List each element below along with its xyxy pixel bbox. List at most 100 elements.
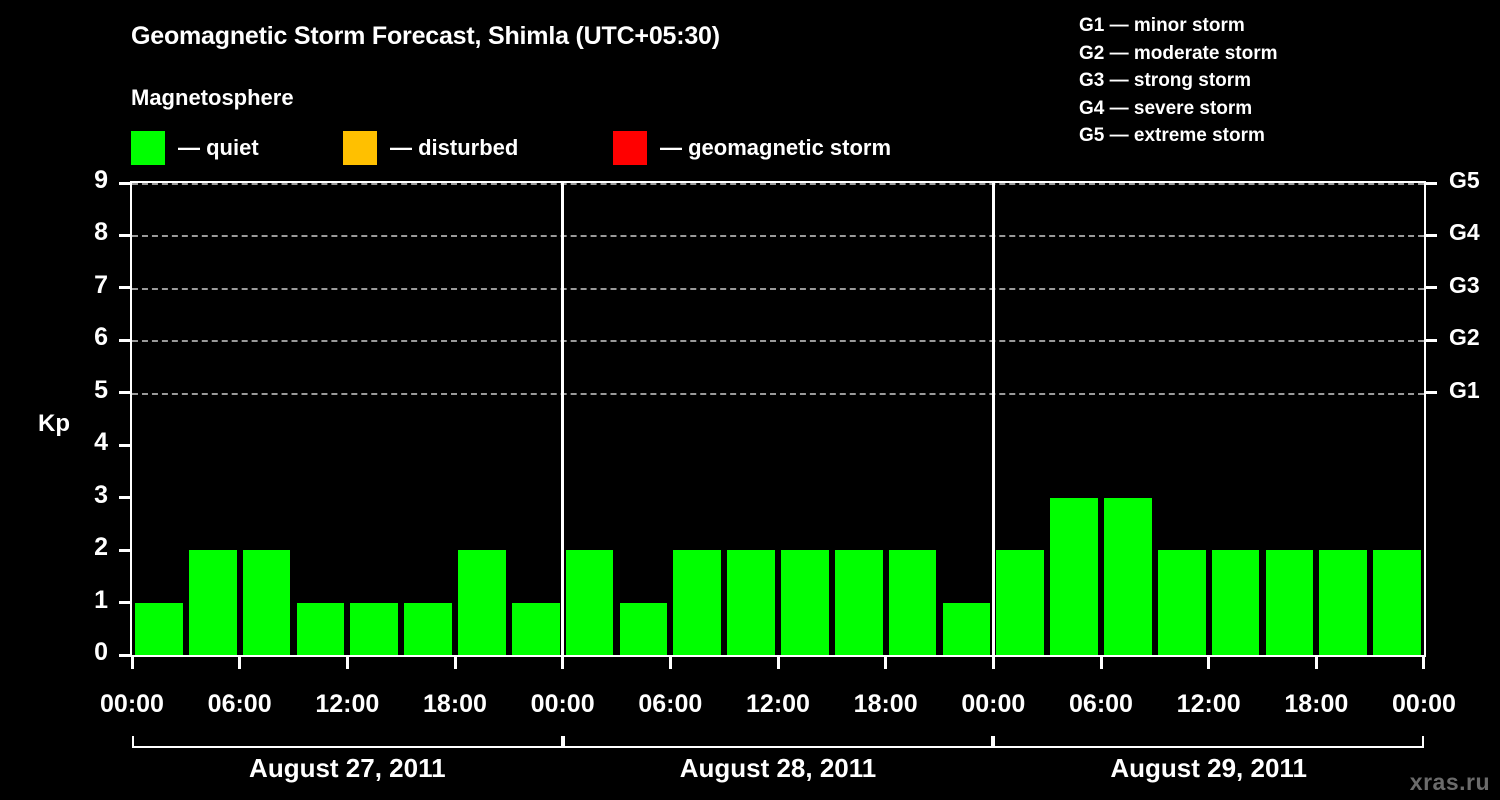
date-label-3: August 29, 2011 <box>1110 753 1307 783</box>
x-tick-3 <box>453 657 457 669</box>
x-axis-label-8: 00:00 <box>961 690 1026 718</box>
g-axis-label-G3: G3 <box>1449 271 1480 298</box>
x-tick-12 <box>1421 657 1425 669</box>
page-title: Geomagnetic Storm Forecast, Shimla (UTC+… <box>131 22 720 50</box>
y-tick-7 <box>119 286 130 290</box>
y-tick-2 <box>119 548 130 552</box>
x-tick-6 <box>776 657 780 669</box>
bar <box>296 602 345 655</box>
bar <box>1265 550 1314 655</box>
y-axis-label-7: 7 <box>94 270 108 299</box>
y-tick-5 <box>119 391 130 395</box>
x-axis-label-3: 18:00 <box>423 690 487 718</box>
g-scale-key-g3: G3 — strong storm <box>1079 70 1252 91</box>
y-tick-3 <box>119 496 130 500</box>
x-tick-9 <box>1099 657 1103 669</box>
x-axis-label-9: 06:00 <box>1069 690 1133 718</box>
bar <box>1050 497 1098 655</box>
x-tick-4 <box>561 657 565 669</box>
x-tick-0 <box>130 657 134 669</box>
y-tick-6 <box>119 338 130 342</box>
g-scale-key-g2: G2 — moderate storm <box>1079 42 1278 64</box>
y-tick-1 <box>119 601 130 605</box>
g-tick-G3 <box>1426 286 1437 290</box>
bar <box>942 602 991 655</box>
y-axis-label-8: 8 <box>94 218 108 247</box>
g-scale-key-g1: G1 — minor storm <box>1079 15 1245 36</box>
y-axis-label-6: 6 <box>94 323 108 352</box>
x-tick-11 <box>1314 657 1318 669</box>
bar <box>511 602 560 655</box>
x-tick-10 <box>1207 657 1211 669</box>
g-scale-key-g4: G4 — severe storm <box>1079 97 1253 119</box>
bar <box>404 602 452 655</box>
gridline-kp-7 <box>132 287 1424 290</box>
bar <box>1104 497 1152 655</box>
g-scale-key: G1 — minor storm G2 — moderate storm G3 … <box>1079 12 1278 150</box>
gridline-kp-8 <box>132 235 1424 238</box>
x-axis-label-11: 18:00 <box>1284 690 1349 718</box>
x-axis-label-12: 00:00 <box>1392 690 1456 718</box>
g-axis-label-G1: G1 <box>1449 376 1480 403</box>
y-axis-label-5: 5 <box>94 375 108 404</box>
y-axis-label-1: 1 <box>94 585 108 614</box>
bar <box>350 602 399 655</box>
x-tick-5 <box>668 657 672 669</box>
legend-label-quiet: — quiet <box>178 135 259 160</box>
bar <box>619 602 668 655</box>
legend-label-disturbed: — disturbed <box>390 135 519 160</box>
x-tick-1 <box>238 657 242 669</box>
day-separator-1 <box>561 183 565 655</box>
plot-inner <box>132 183 1424 655</box>
x-axis-label-5: 06:00 <box>638 690 703 718</box>
x-tick-7 <box>884 657 888 669</box>
bar <box>242 550 291 655</box>
y-axis-label-4: 4 <box>94 428 108 457</box>
legend-item-quiet: — quiet <box>131 131 259 165</box>
bar <box>996 550 1045 655</box>
watermark: xras.ru <box>1409 769 1490 795</box>
x-tick-2 <box>345 657 349 669</box>
y-axis-label-0: 0 <box>94 638 108 666</box>
legend-label-geomagnetic-storm: — geomagnetic storm <box>660 135 892 160</box>
x-axis-label-1: 06:00 <box>207 690 272 718</box>
bar <box>188 550 237 655</box>
y-axis-label-9: 9 <box>94 166 108 194</box>
amber-square-icon <box>343 131 377 165</box>
y-tick-8 <box>119 233 130 237</box>
x-axis-label-2: 12:00 <box>315 690 380 718</box>
g-axis-label-G5: G5 <box>1449 167 1480 193</box>
day-separator-2 <box>991 183 995 655</box>
date-bracket-2 <box>562 736 994 748</box>
x-axis-label-7: 18:00 <box>853 690 918 718</box>
bar <box>1373 550 1421 655</box>
y-tick-4 <box>119 443 130 447</box>
y-tick-9 <box>119 181 130 185</box>
y-axis-label-2: 2 <box>94 533 108 562</box>
x-axis-label-10: 12:00 <box>1176 690 1241 718</box>
bar <box>1157 550 1206 655</box>
y-axis-title: Kp <box>38 410 70 437</box>
g-tick-G2 <box>1426 338 1437 342</box>
bar <box>888 550 937 655</box>
g-axis-label-G4: G4 <box>1449 219 1480 246</box>
bar <box>727 550 775 655</box>
g-tick-G1 <box>1426 391 1437 395</box>
legend-item-geomagnetic-storm: — geomagnetic storm <box>613 131 891 165</box>
g-axis-label-G2: G2 <box>1449 324 1480 351</box>
magnetosphere-label: Magnetosphere <box>131 85 294 110</box>
plot-area <box>130 181 1426 657</box>
x-axis-label-4: 00:00 <box>530 690 595 718</box>
gridline-kp-9 <box>132 183 1424 185</box>
x-tick-8 <box>991 657 995 669</box>
bar <box>135 602 183 655</box>
date-bracket-3 <box>993 736 1424 748</box>
y-tick-0 <box>119 653 130 657</box>
x-axis-label-0: 00:00 <box>100 690 164 718</box>
legend-item-disturbed: — disturbed <box>343 131 518 165</box>
bar <box>1319 550 1368 655</box>
bar <box>673 550 722 655</box>
green-square-icon <box>131 131 165 165</box>
bar <box>834 550 883 655</box>
